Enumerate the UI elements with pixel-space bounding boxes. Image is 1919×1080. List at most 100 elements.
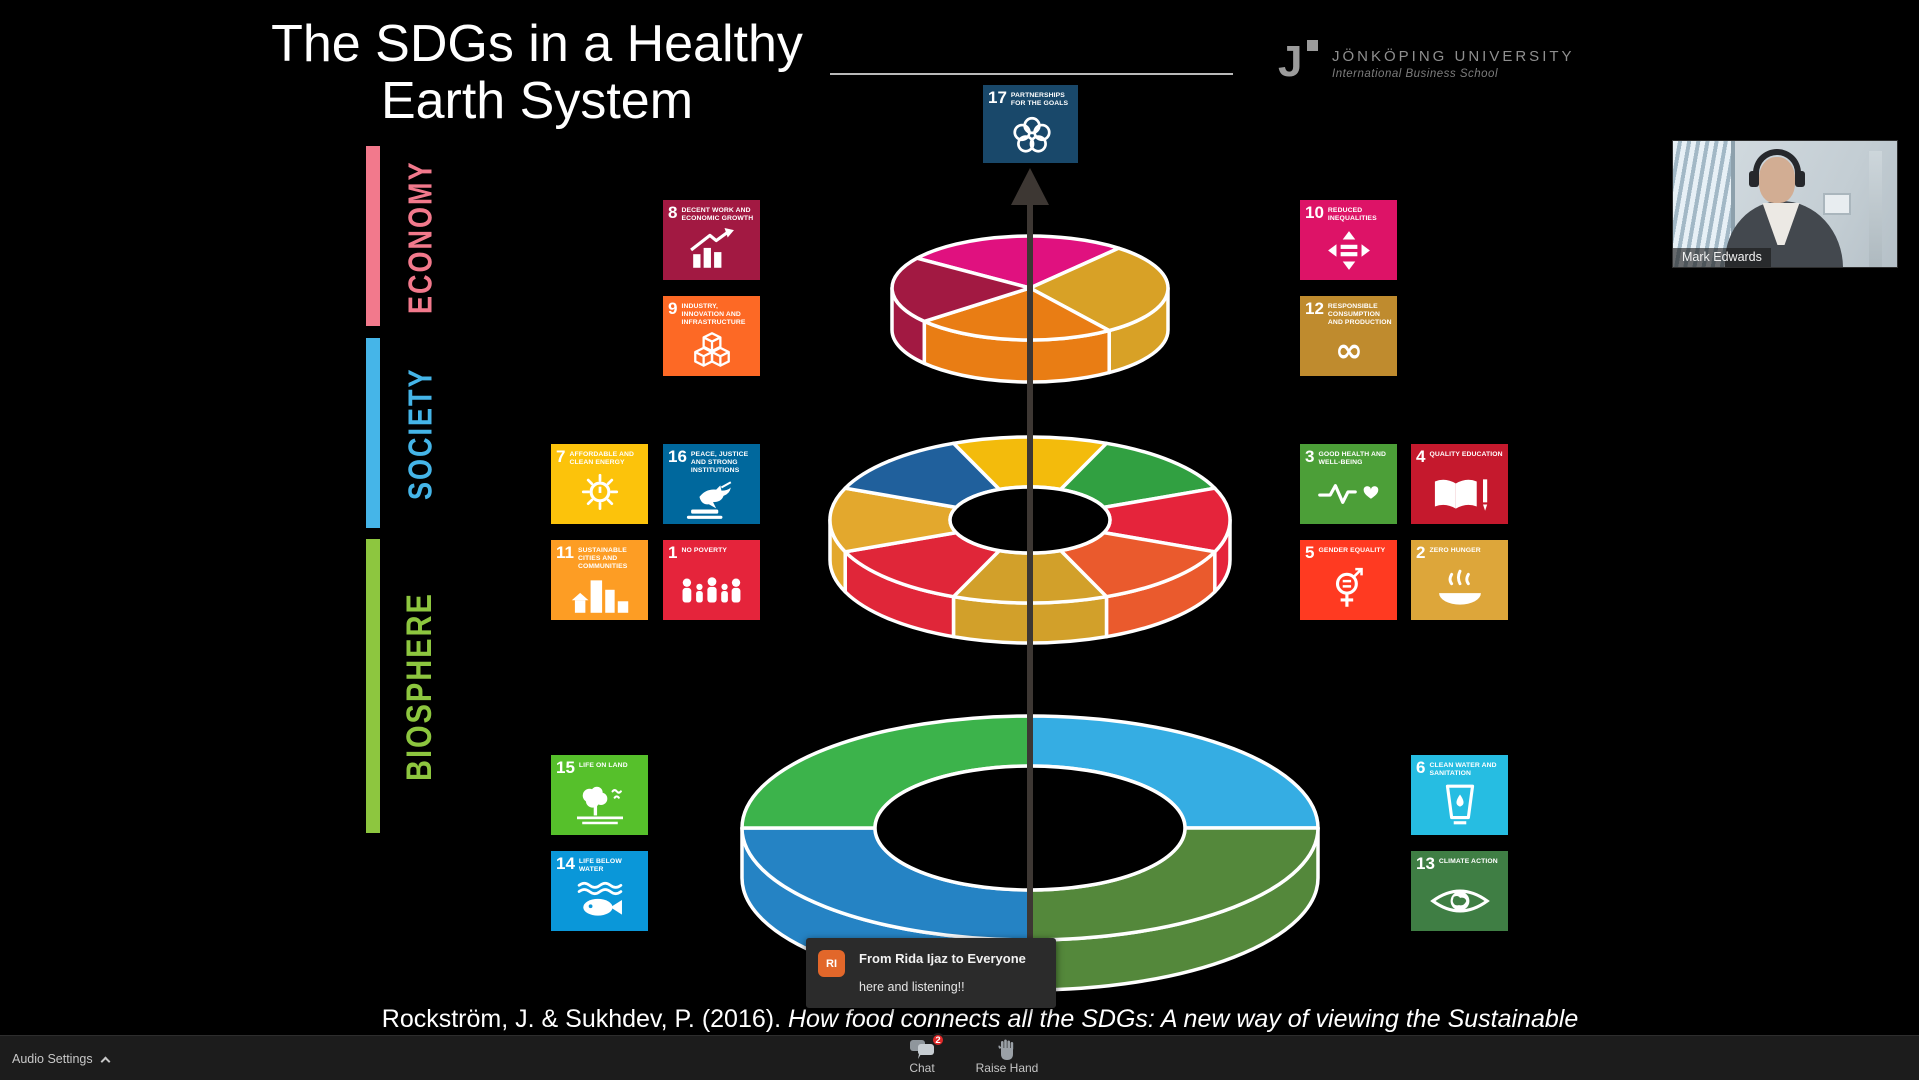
sdg-12-icon: ∞: [1335, 330, 1363, 369]
audio-settings-button[interactable]: Audio Settings: [12, 1036, 111, 1080]
sdg-4-icon: [1434, 479, 1488, 511]
sdg-title: CLIMATE ACTION: [1438, 857, 1498, 865]
sdg-7-icon: [581, 473, 619, 510]
sdg-title: PEACE, JUSTICE AND STRONG INSTITUTIONS: [690, 450, 749, 474]
sdg-number: 16: [668, 447, 687, 466]
chat-message: here and listening!!: [859, 980, 965, 994]
sdg-3-icon: [1318, 484, 1379, 504]
sdg-title: INDUSTRY, INNOVATION AND INFRASTRUCTURE: [681, 302, 746, 326]
svg-text:∞: ∞: [1335, 330, 1363, 369]
avatar: RI: [818, 950, 845, 977]
sdg-title: NO POVERTY: [681, 546, 728, 554]
headphone-earcup: [1795, 171, 1805, 187]
slide-title-line1: The SDGs in a Healthy: [271, 15, 803, 73]
sdg-number: 1: [668, 543, 678, 562]
sdg-11-icon: [571, 580, 629, 613]
raise-hand-button-label: Raise Hand: [975, 1061, 1039, 1075]
sdg-tile-15: 15 LIFE ON LAND: [551, 755, 648, 835]
sdg-16-icon: [686, 481, 732, 519]
sdg-number: 12: [1305, 299, 1324, 318]
sdg-title: QUALITY EDUCATION: [1429, 450, 1503, 458]
slide-citation: Rockström, J. & Sukhdev, P. (2016). How …: [330, 1005, 1630, 1034]
logo-square: [1307, 40, 1318, 51]
sdg-tile-1: 1 NO POVERTY: [663, 540, 760, 620]
chat-from-line: From Rida Ijaz to Everyone: [859, 951, 1026, 966]
sdg-6-icon: [1445, 784, 1475, 825]
sdg-number: 14: [556, 854, 575, 873]
raise-hand-icon: [998, 1039, 1014, 1060]
sdg-tile-6: 6 CLEAN WATER AND SANITATION: [1411, 755, 1508, 835]
sdg-title: ZERO HUNGER: [1429, 546, 1481, 554]
wall-column: [1869, 151, 1882, 267]
chat-notification[interactable]: RI From Rida Ijaz to Everyone here and l…: [806, 938, 1056, 1008]
university-logo: J JÖNKÖPING UNIVERSITY International Bus…: [1278, 40, 1575, 88]
sdg-tile-8: 8 DECENT WORK AND ECONOMIC GROWTH: [663, 200, 760, 280]
sdg-title: GOOD HEALTH AND WELL-BEING: [1318, 450, 1387, 466]
horizontal-divider-line: [830, 73, 1233, 75]
society-layer-bar: [366, 338, 380, 528]
university-name: JÖNKÖPING UNIVERSITY: [1332, 48, 1575, 65]
raise-hand-button[interactable]: Raise Hand: [972, 1039, 1042, 1080]
sdg-tile-11: 11 SUSTAINABLE CITIES AND COMMUNITIES: [551, 540, 648, 620]
sdg-number: 11: [556, 543, 574, 562]
sdg-title: LIFE BELOW WATER: [578, 857, 622, 873]
audio-settings-label: Audio Settings: [12, 1051, 93, 1066]
sdg-1-icon: [682, 577, 741, 603]
sdg-tile-4: 4 QUALITY EDUCATION: [1411, 444, 1508, 524]
sdg-number: 2: [1416, 543, 1426, 562]
sdg-tile-12: 12 RESPONSIBLE CONSUMPTION AND PRODUCTION…: [1300, 296, 1397, 376]
sdg-tile-5: 5 GENDER EQUALITY: [1300, 540, 1397, 620]
biosphere-layer-label: BIOSPHERE: [401, 592, 440, 782]
sdg-10-icon: [1328, 231, 1370, 270]
chevron-up-icon: [100, 1056, 111, 1066]
sdg-13-icon: [1430, 889, 1490, 913]
sdg-title: SUSTAINABLE CITIES AND COMMUNITIES: [577, 546, 628, 570]
sdg-number: 7: [556, 447, 566, 466]
sdg-title: LIFE ON LAND: [578, 761, 628, 769]
chat-button[interactable]: 2 Chat: [887, 1033, 957, 1080]
sdg-title: REDUCED INEQUALITIES: [1327, 206, 1377, 222]
chat-unread-badge: 2: [931, 1033, 945, 1047]
sdg-number: 5: [1305, 543, 1315, 562]
sdg-number: 9: [668, 299, 678, 318]
sdg-title: CLEAN WATER AND SANITATION: [1429, 761, 1497, 777]
economy-layer-label: ECONOMY: [401, 160, 440, 314]
participant-video[interactable]: Mark Edwards: [1672, 140, 1898, 268]
headphones-icon: [1753, 149, 1801, 183]
sdg-tile-3: 3 GOOD HEALTH AND WELL-BEING: [1300, 444, 1397, 524]
sdg-number: 3: [1305, 447, 1315, 466]
sdg-15-icon: [577, 786, 623, 825]
citation-authors: Rockström, J. & Sukhdev, P. (2016).: [381, 1005, 788, 1033]
headphone-earcup: [1749, 171, 1759, 187]
citation-title: How food connects all the SDGs: A new wa…: [787, 1005, 1579, 1033]
chat-button-label: Chat: [909, 1061, 935, 1075]
sdg-14-icon: [577, 881, 623, 916]
chat-bubbles-icon: [910, 1040, 934, 1059]
picture-frame: [1823, 193, 1851, 215]
sdg-tile-14: 14 LIFE BELOW WATER: [551, 851, 648, 931]
sdg-title: AFFORDABLE AND CLEAN ENERGY: [569, 450, 635, 466]
sdg-tile-9: 9 INDUSTRY, INNOVATION AND INFRASTRUCTURE: [663, 296, 760, 376]
sdg-tile-17: 17 PARTNERSHIPS FOR THE GOALS: [983, 85, 1078, 163]
sdg-8-icon: [690, 228, 734, 268]
sdg-number: 4: [1416, 447, 1426, 466]
sdg-title: RESPONSIBLE CONSUMPTION AND PRODUCTION: [1327, 302, 1392, 326]
sdg-number: 17: [988, 88, 1007, 107]
meeting-control-bar: Audio Settings 2 Chat Raise Hand Leave: [0, 1033, 1919, 1080]
sdg-number: 15: [556, 758, 575, 777]
university-logo-mark-icon: J: [1278, 40, 1320, 88]
participant-name-label: Mark Edwards: [1673, 248, 1771, 267]
sdg-title: DECENT WORK AND ECONOMIC GROWTH: [681, 206, 754, 222]
sdg-number: 8: [668, 203, 678, 222]
sdg-2-icon: [1439, 569, 1481, 605]
business-school-name: International Business School: [1332, 68, 1499, 80]
sdg-17-icon: [1013, 116, 1051, 153]
sdg-number: 13: [1416, 854, 1435, 873]
sdg-tile-10: 10 REDUCED INEQUALITIES: [1300, 200, 1397, 280]
society-layer-label: SOCIETY: [401, 367, 440, 501]
biosphere-layer-bar: [366, 539, 380, 833]
sdg-tile-16: 16 PEACE, JUSTICE AND STRONG INSTITUTIONS: [663, 444, 760, 524]
